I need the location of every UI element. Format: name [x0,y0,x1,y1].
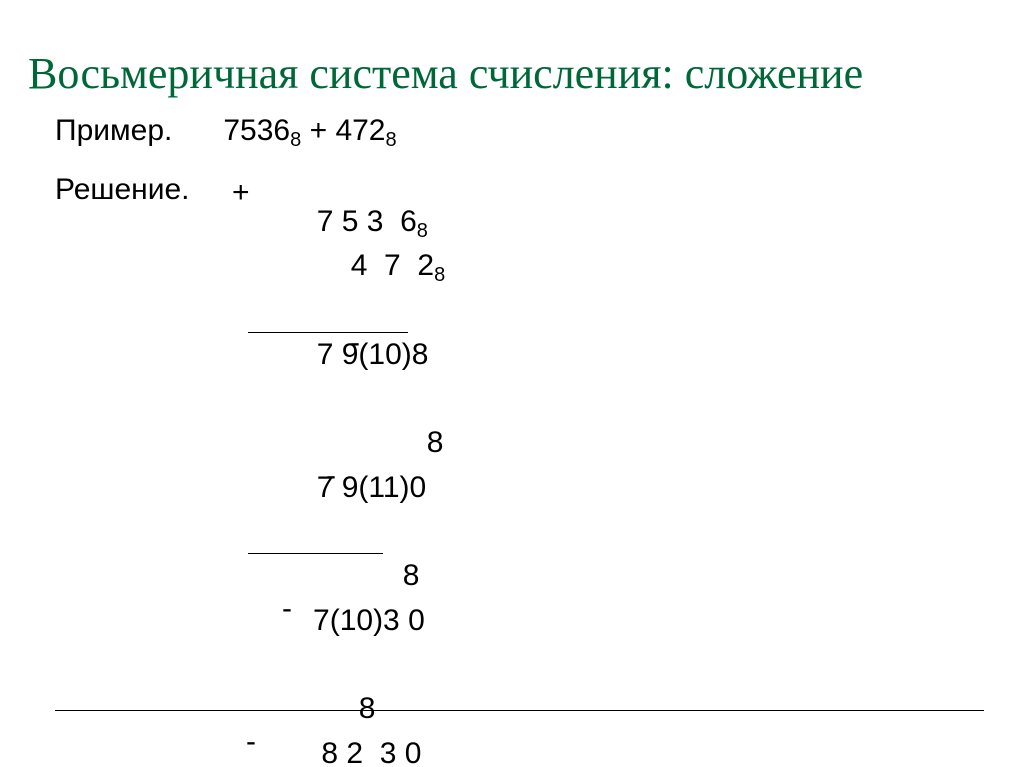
addend-2: 4 7 2 [351,249,434,282]
example-label: Пример. [55,106,215,156]
minus-1: - [350,328,360,358]
addend-2-row: 4 7 28 [250,200,445,244]
body-area: Пример. 75368 + 4728 Решение. + 7 5 3 68… [55,106,984,707]
sum-row-1: - 8 [250,333,445,377]
sum-row-2: 7 9(11)0 [250,422,445,466]
addend-1-row: 7 5 3 68 [250,156,445,200]
solution-label: Решение. [55,165,215,215]
example-lhs-sub: 8 [290,129,301,151]
footer-rule [55,710,984,711]
example-rhs-sub: 8 [386,129,397,151]
example-op: + [310,114,328,147]
example-rhs: 472 [335,114,385,147]
addend-2-sub: 8 [434,264,445,286]
minus-4: - [246,727,256,757]
sum-row-0: 7 9(10)8 [250,289,445,333]
sum-row-7: - 8 [250,732,445,767]
example-line: Пример. 75368 + 4728 [55,106,984,165]
solution-label-line: Решение. [55,165,984,215]
slide-title: Восьмеричная система счисления: сложение [28,48,1012,99]
slide: Восьмеричная система счисления: сложение… [0,0,1024,767]
sum-row-5: - 8 [250,599,445,643]
plus-sign: + [232,176,250,210]
minus-2: - [326,461,336,491]
math-column: + 7 5 3 68 4 7 28 7 9(10)8 - 8 [250,156,445,767]
minus-3: - [282,594,292,624]
example-lhs: 7536 [223,114,290,147]
sum-row-4: 7(10)3 0 [238,555,445,599]
sum-row-3: - 8 [250,466,445,510]
